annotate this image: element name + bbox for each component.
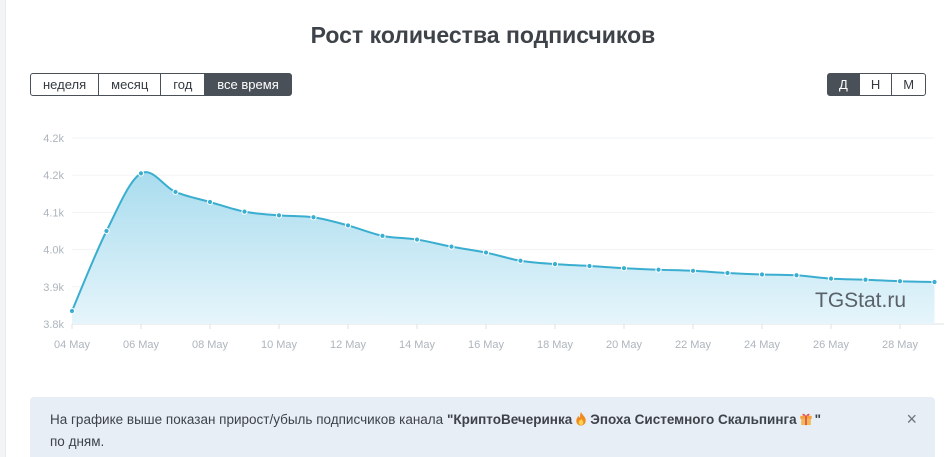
period-week-button[interactable]: неделя xyxy=(30,73,100,96)
data-point[interactable] xyxy=(862,276,869,283)
data-point[interactable] xyxy=(689,267,697,274)
x-tick-label: 10 May xyxy=(261,339,298,351)
data-point[interactable] xyxy=(827,275,835,282)
data-point[interactable] xyxy=(172,188,179,196)
fire-icon xyxy=(576,411,586,426)
series-area xyxy=(72,172,935,324)
data-point[interactable] xyxy=(241,208,248,215)
y-axis: 3.8k 3.9k 4.0k 4.1k 4.2k 4.2k xyxy=(43,133,64,331)
x-tick-label: 16 May xyxy=(468,339,505,351)
data-point[interactable] xyxy=(793,272,800,279)
data-point[interactable] xyxy=(482,249,490,256)
period-all-time-button[interactable]: все время xyxy=(204,73,292,96)
y-tick-label: 4.0k xyxy=(43,245,64,257)
x-tick-label: 26 May xyxy=(813,339,850,351)
data-point[interactable] xyxy=(896,278,904,285)
x-tick-label: 06 May xyxy=(123,339,160,351)
x-tick-label: 04 May xyxy=(54,339,91,351)
granularity-month-button[interactable]: М xyxy=(891,73,927,96)
channel-name-part2: Эпоха Системного Скальпинга xyxy=(590,412,797,427)
x-tick-label: 14 May xyxy=(399,339,436,351)
y-tick-label: 4.2k xyxy=(43,133,64,145)
data-point[interactable] xyxy=(275,212,283,219)
period-selector: неделя месяц год все время xyxy=(30,73,292,96)
y-tick-label: 4.2k xyxy=(43,170,64,182)
data-point[interactable] xyxy=(517,257,524,264)
x-tick-label: 24 May xyxy=(744,339,781,351)
y-tick-label: 3.8k xyxy=(43,319,64,331)
data-point[interactable] xyxy=(724,269,731,277)
granularity-selector: Д Н М xyxy=(827,73,927,96)
data-point[interactable] xyxy=(586,262,593,270)
subscribers-chart: 3.8k 3.9k 4.0k 4.1k 4.2k 4.2k 04 May 06 May 08 … xyxy=(43,133,944,351)
data-point[interactable] xyxy=(551,261,559,268)
channel-name-end: " xyxy=(814,412,822,427)
notice-text: На графике выше показан прирост/убыль по… xyxy=(50,412,447,427)
y-tick-label: 3.9k xyxy=(43,282,64,294)
data-point[interactable] xyxy=(448,243,455,250)
chart-title: Рост количества подписчиков xyxy=(310,22,656,48)
data-point[interactable] xyxy=(758,271,766,278)
series-points xyxy=(68,170,938,315)
x-tick-label: 20 May xyxy=(606,339,643,351)
data-point[interactable] xyxy=(931,278,938,286)
close-icon[interactable]: × xyxy=(906,409,917,429)
data-point[interactable] xyxy=(655,266,662,273)
notice-text-end: по дням. xyxy=(50,434,105,449)
data-point[interactable] xyxy=(344,222,352,229)
left-border xyxy=(0,0,6,457)
x-axis: 04 May 06 May 08 May 10 May 12 May 14 May 16 M… xyxy=(54,323,944,351)
channel-name: "КриптоВечеринка Эпоха Системного Скальпи… xyxy=(446,411,822,427)
channel-name-part1: "КриптоВечеринка xyxy=(446,412,573,427)
info-notice: На графике выше показан прирост/убыль по… xyxy=(30,397,935,457)
x-tick-label: 22 May xyxy=(675,339,712,351)
data-point[interactable] xyxy=(103,227,110,235)
x-tick-label: 28 May xyxy=(882,339,919,351)
x-tick-label: 18 May xyxy=(537,339,574,351)
granularity-week-button[interactable]: Н xyxy=(858,73,893,96)
x-tick-label: 08 May xyxy=(192,339,229,351)
y-tick-label: 4.1k xyxy=(43,207,64,219)
data-point[interactable] xyxy=(206,198,214,206)
x-tick-label: 12 May xyxy=(330,339,367,351)
data-point[interactable] xyxy=(68,307,76,315)
data-point[interactable] xyxy=(620,265,628,272)
data-point[interactable] xyxy=(413,236,421,243)
data-point[interactable] xyxy=(310,214,317,221)
gift-icon xyxy=(799,413,812,426)
data-point[interactable] xyxy=(137,170,145,177)
period-year-button[interactable]: год xyxy=(160,73,206,96)
period-month-button[interactable]: месяц xyxy=(98,73,162,96)
granularity-day-button[interactable]: Д xyxy=(827,73,860,96)
data-point[interactable] xyxy=(379,232,386,239)
watermark: TGStat.ru xyxy=(815,289,906,312)
